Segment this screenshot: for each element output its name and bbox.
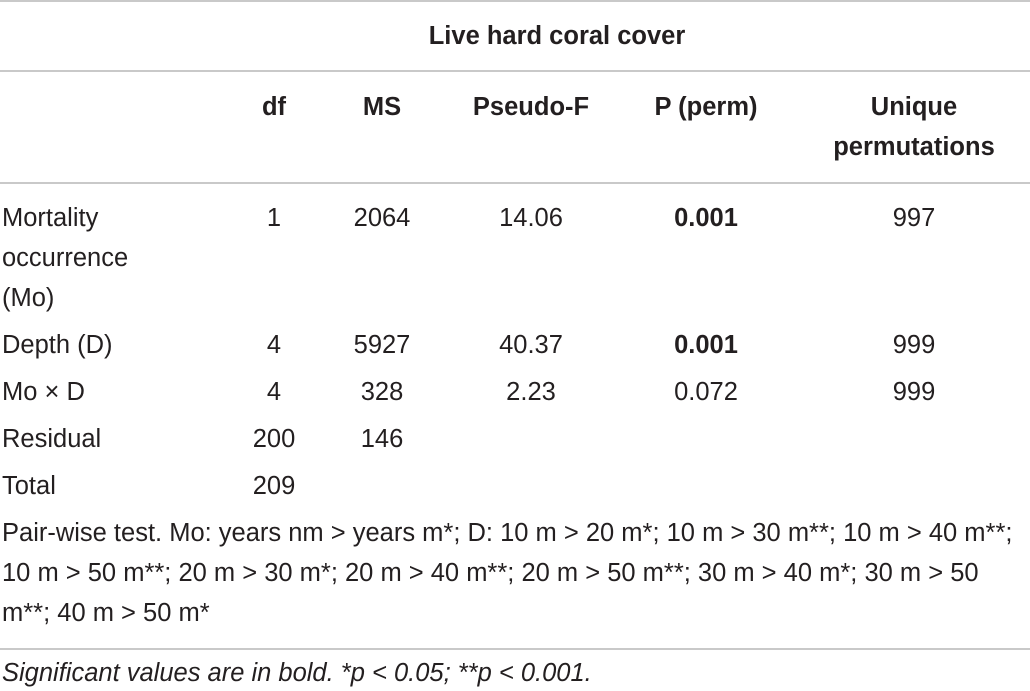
row-label-total: Total [2,472,56,500]
cell-ms: 5927 [353,331,411,359]
table-top-rule [0,0,1030,2]
row-label-mortality: Mortality occurrence (Mo) [2,198,128,318]
table-bottom-rule [0,648,1030,650]
cell-df: 209 [252,472,296,500]
column-header-rule [0,182,1030,184]
cell-df: 4 [266,331,282,359]
cell-p-perm: 0.001 [674,204,738,232]
row-label-depth: Depth (D) [2,331,113,359]
row-label-line: occurrence [2,244,129,272]
cell-unique: 999 [892,331,936,359]
cell-pseudo-f: 14.06 [499,204,563,232]
cell-df: 200 [252,425,296,453]
cell-ms: 2064 [353,204,411,232]
group-header: Live hard coral cover [428,22,686,50]
pairwise-test-note: Pair-wise test. Mo: years nm > years m*;… [2,519,1013,627]
cell-df: 1 [266,204,282,232]
cell-pseudo-f: 2.23 [506,378,556,406]
row-label-line: (Mo) [2,284,55,312]
cell-pseudo-f: 40.37 [499,331,563,359]
row-label-interaction: Mo × D [2,378,85,406]
column-header-unique-permutations: Unique permutations [804,87,1024,167]
cell-df: 4 [266,378,282,406]
cell-p-perm: 0.072 [674,378,738,406]
row-label-residual: Residual [2,425,102,453]
cell-unique: 997 [892,204,936,232]
column-header-p-perm: P (perm) [654,93,758,121]
column-header-pseudo-f: Pseudo-F [472,93,590,121]
column-header-ms: MS [362,93,402,121]
column-header-unique-line1: Unique [870,93,958,121]
cell-ms: 328 [360,378,404,406]
column-header-df: df [261,93,287,121]
column-header-unique-line2: permutations [833,133,995,161]
table-footnote: Significant values are in bold. *p < 0.0… [2,659,592,687]
group-header-rule [0,70,1030,72]
cell-unique: 999 [892,378,936,406]
row-label-line: Mortality [2,204,99,232]
cell-ms: 146 [360,425,404,453]
cell-p-perm: 0.001 [674,331,738,359]
